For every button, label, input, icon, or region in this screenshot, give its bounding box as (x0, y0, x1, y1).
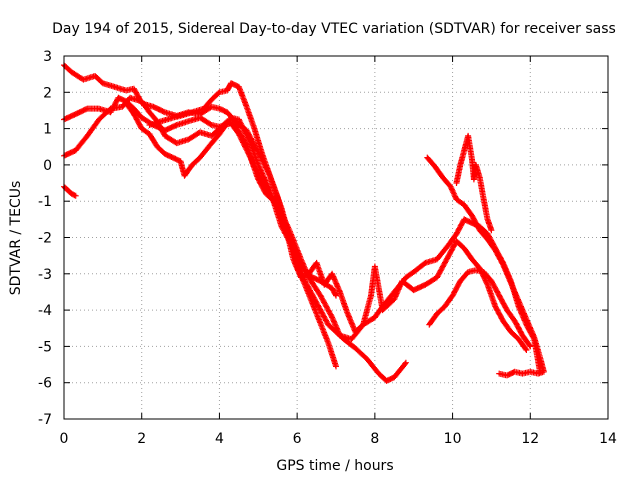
y-tick-label: 3 (43, 49, 52, 65)
y-tick-label: 0 (43, 158, 52, 174)
chart-title: Day 194 of 2015, Sidereal Day-to-day VTE… (52, 21, 616, 37)
x-tick-label: 12 (521, 431, 539, 447)
y-tick-label: -6 (38, 376, 52, 392)
series-track-f (424, 154, 547, 379)
series-track-d (123, 100, 409, 384)
series-track-e (146, 80, 530, 353)
data-point-markers (146, 80, 530, 353)
data-point-markers (123, 100, 409, 384)
y-axis-ticks: 3 2 1 0 -1 -2 -3 -4 -5 -6 -7 (38, 49, 608, 428)
x-tick-label: 8 (370, 431, 379, 447)
x-axis-label: GPS time / hours (276, 458, 393, 474)
data-point-markers (424, 154, 547, 379)
y-tick-label: -5 (38, 339, 52, 355)
x-tick-label: 2 (137, 431, 146, 447)
grid-lines (64, 56, 608, 419)
y-tick-label: -4 (38, 303, 52, 319)
series-track-h (453, 132, 495, 234)
x-tick-label: 10 (444, 431, 462, 447)
x-tick-label: 4 (215, 431, 224, 447)
x-axis-ticks: 0 2 4 6 8 10 12 14 (60, 56, 617, 447)
x-tick-label: 14 (599, 431, 617, 447)
data-point-markers (453, 132, 495, 234)
y-tick-label: 1 (43, 122, 52, 138)
y-axis-label: SDTVAR / TECUs (8, 181, 24, 296)
y-tick-label: 2 (43, 85, 52, 101)
y-tick-label: -7 (38, 412, 52, 428)
series-track-g (426, 267, 534, 350)
data-series (61, 62, 547, 384)
x-tick-label: 6 (293, 431, 302, 447)
y-tick-label: -1 (38, 194, 52, 210)
data-point-markers (426, 267, 534, 350)
y-tick-label: -3 (38, 267, 52, 283)
y-tick-label: -2 (38, 231, 52, 247)
x-tick-label: 0 (60, 431, 69, 447)
